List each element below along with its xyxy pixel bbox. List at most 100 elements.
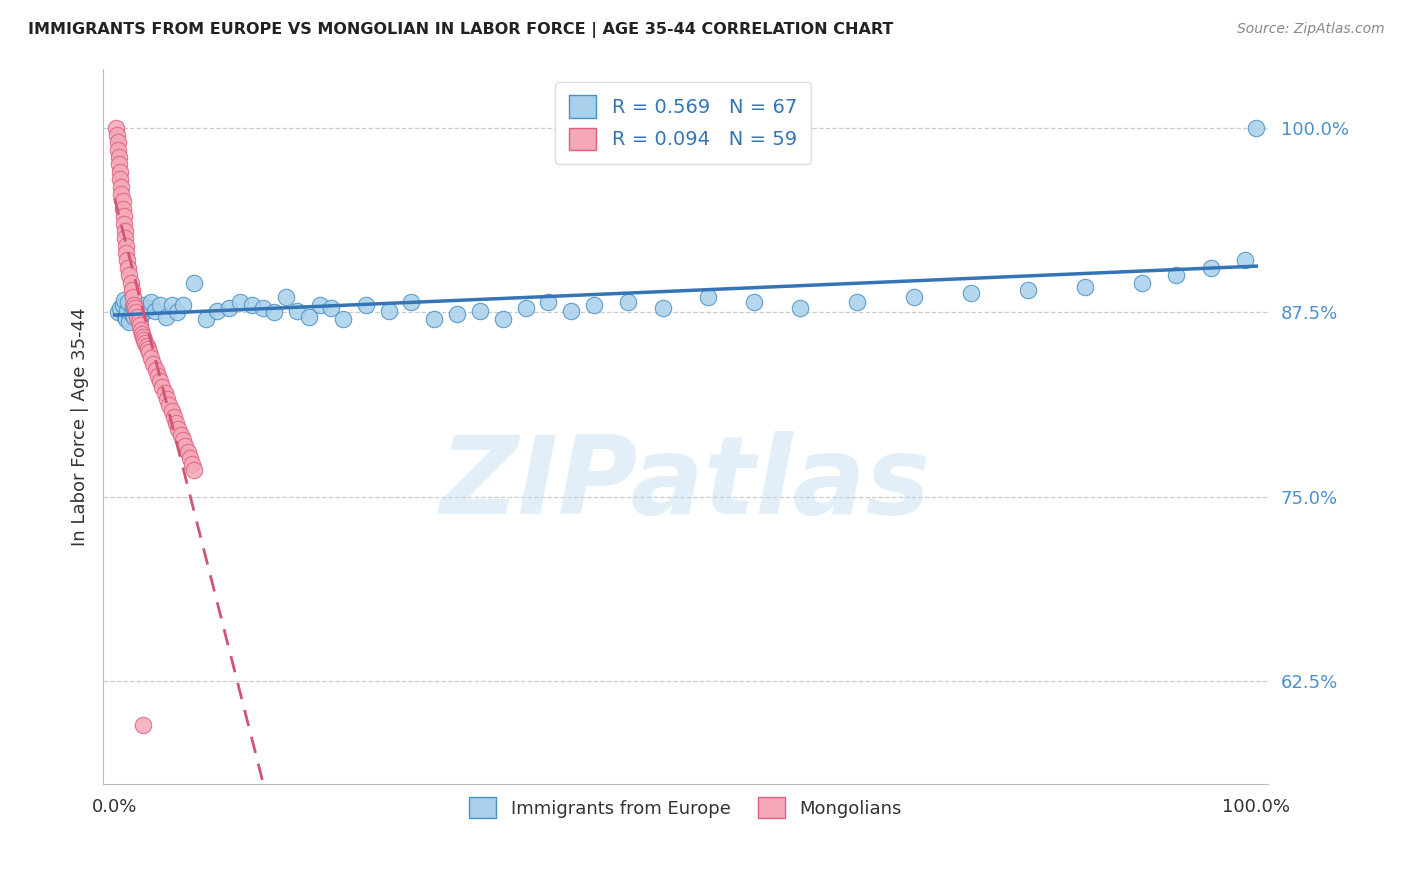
Point <box>183 276 205 290</box>
Point <box>845 294 868 309</box>
Point <box>903 290 925 304</box>
Point <box>145 362 167 376</box>
Point <box>218 301 240 315</box>
Point <box>160 298 183 312</box>
Point <box>176 445 198 459</box>
Point <box>115 253 138 268</box>
Point <box>112 293 135 308</box>
Point <box>127 310 149 324</box>
Point <box>129 323 152 337</box>
Point <box>179 451 201 466</box>
Point <box>112 217 135 231</box>
Point <box>166 305 188 319</box>
Point <box>165 416 187 430</box>
Point <box>252 301 274 315</box>
Point <box>115 238 138 252</box>
Point <box>170 427 193 442</box>
Point <box>136 342 159 356</box>
Point <box>111 202 134 216</box>
Point <box>132 298 155 312</box>
Point <box>105 128 128 142</box>
Point <box>114 231 136 245</box>
Point <box>128 312 150 326</box>
Point <box>131 327 153 342</box>
Point <box>115 246 138 260</box>
Point <box>309 298 332 312</box>
Point <box>122 298 145 312</box>
Point <box>789 301 811 315</box>
Legend: Immigrants from Europe, Mongolians: Immigrants from Europe, Mongolians <box>463 790 908 825</box>
Point <box>111 298 134 312</box>
Point <box>354 298 377 312</box>
Point <box>1233 253 1256 268</box>
Point <box>139 351 162 365</box>
Point <box>110 165 132 179</box>
Point <box>111 194 134 209</box>
Point <box>492 312 515 326</box>
Point <box>194 312 217 326</box>
Point <box>107 305 129 319</box>
Point <box>149 298 172 312</box>
Point <box>121 290 143 304</box>
Point <box>1244 120 1267 135</box>
Point <box>112 209 135 223</box>
Point <box>110 179 132 194</box>
Point <box>183 463 205 477</box>
Point <box>560 303 582 318</box>
Point <box>115 303 138 318</box>
Point <box>128 318 150 333</box>
Point <box>110 172 132 186</box>
Point <box>114 224 136 238</box>
Point <box>1130 276 1153 290</box>
Point <box>263 305 285 319</box>
Point <box>229 294 252 309</box>
Point <box>583 298 606 312</box>
Point <box>651 301 673 315</box>
Point <box>157 398 180 412</box>
Point <box>131 301 153 315</box>
Point <box>959 285 981 300</box>
Point <box>132 718 155 732</box>
Point <box>1199 260 1222 275</box>
Y-axis label: In Labor Force | Age 35-44: In Labor Force | Age 35-44 <box>72 307 89 546</box>
Point <box>139 294 162 309</box>
Point <box>515 301 537 315</box>
Point <box>118 268 141 282</box>
Point <box>134 333 156 347</box>
Point <box>207 303 229 318</box>
Point <box>332 312 354 326</box>
Point <box>108 150 131 164</box>
Text: Source: ZipAtlas.com: Source: ZipAtlas.com <box>1237 22 1385 37</box>
Point <box>107 136 129 150</box>
Point <box>121 307 143 321</box>
Point <box>1074 280 1097 294</box>
Point <box>134 336 156 351</box>
Point <box>121 299 143 313</box>
Point <box>298 310 321 324</box>
Point <box>697 290 720 304</box>
Point <box>107 143 129 157</box>
Point <box>117 294 139 309</box>
Text: IMMIGRANTS FROM EUROPE VS MONGOLIAN IN LABOR FORCE | AGE 35-44 CORRELATION CHART: IMMIGRANTS FROM EUROPE VS MONGOLIAN IN L… <box>28 22 893 38</box>
Point <box>118 315 141 329</box>
Point <box>152 380 174 394</box>
Point <box>138 345 160 359</box>
Point <box>163 409 186 424</box>
Point <box>132 330 155 344</box>
Point <box>104 120 127 135</box>
Point <box>167 422 190 436</box>
Point <box>377 303 399 318</box>
Point <box>240 298 263 312</box>
Point <box>125 298 148 312</box>
Point <box>468 303 491 318</box>
Point <box>155 310 177 324</box>
Point <box>274 290 297 304</box>
Point <box>423 312 446 326</box>
Point <box>172 434 194 448</box>
Point <box>128 314 150 328</box>
Point <box>124 303 146 318</box>
Point <box>143 303 166 318</box>
Point <box>110 186 132 201</box>
Point <box>149 375 172 389</box>
Point <box>537 294 560 309</box>
